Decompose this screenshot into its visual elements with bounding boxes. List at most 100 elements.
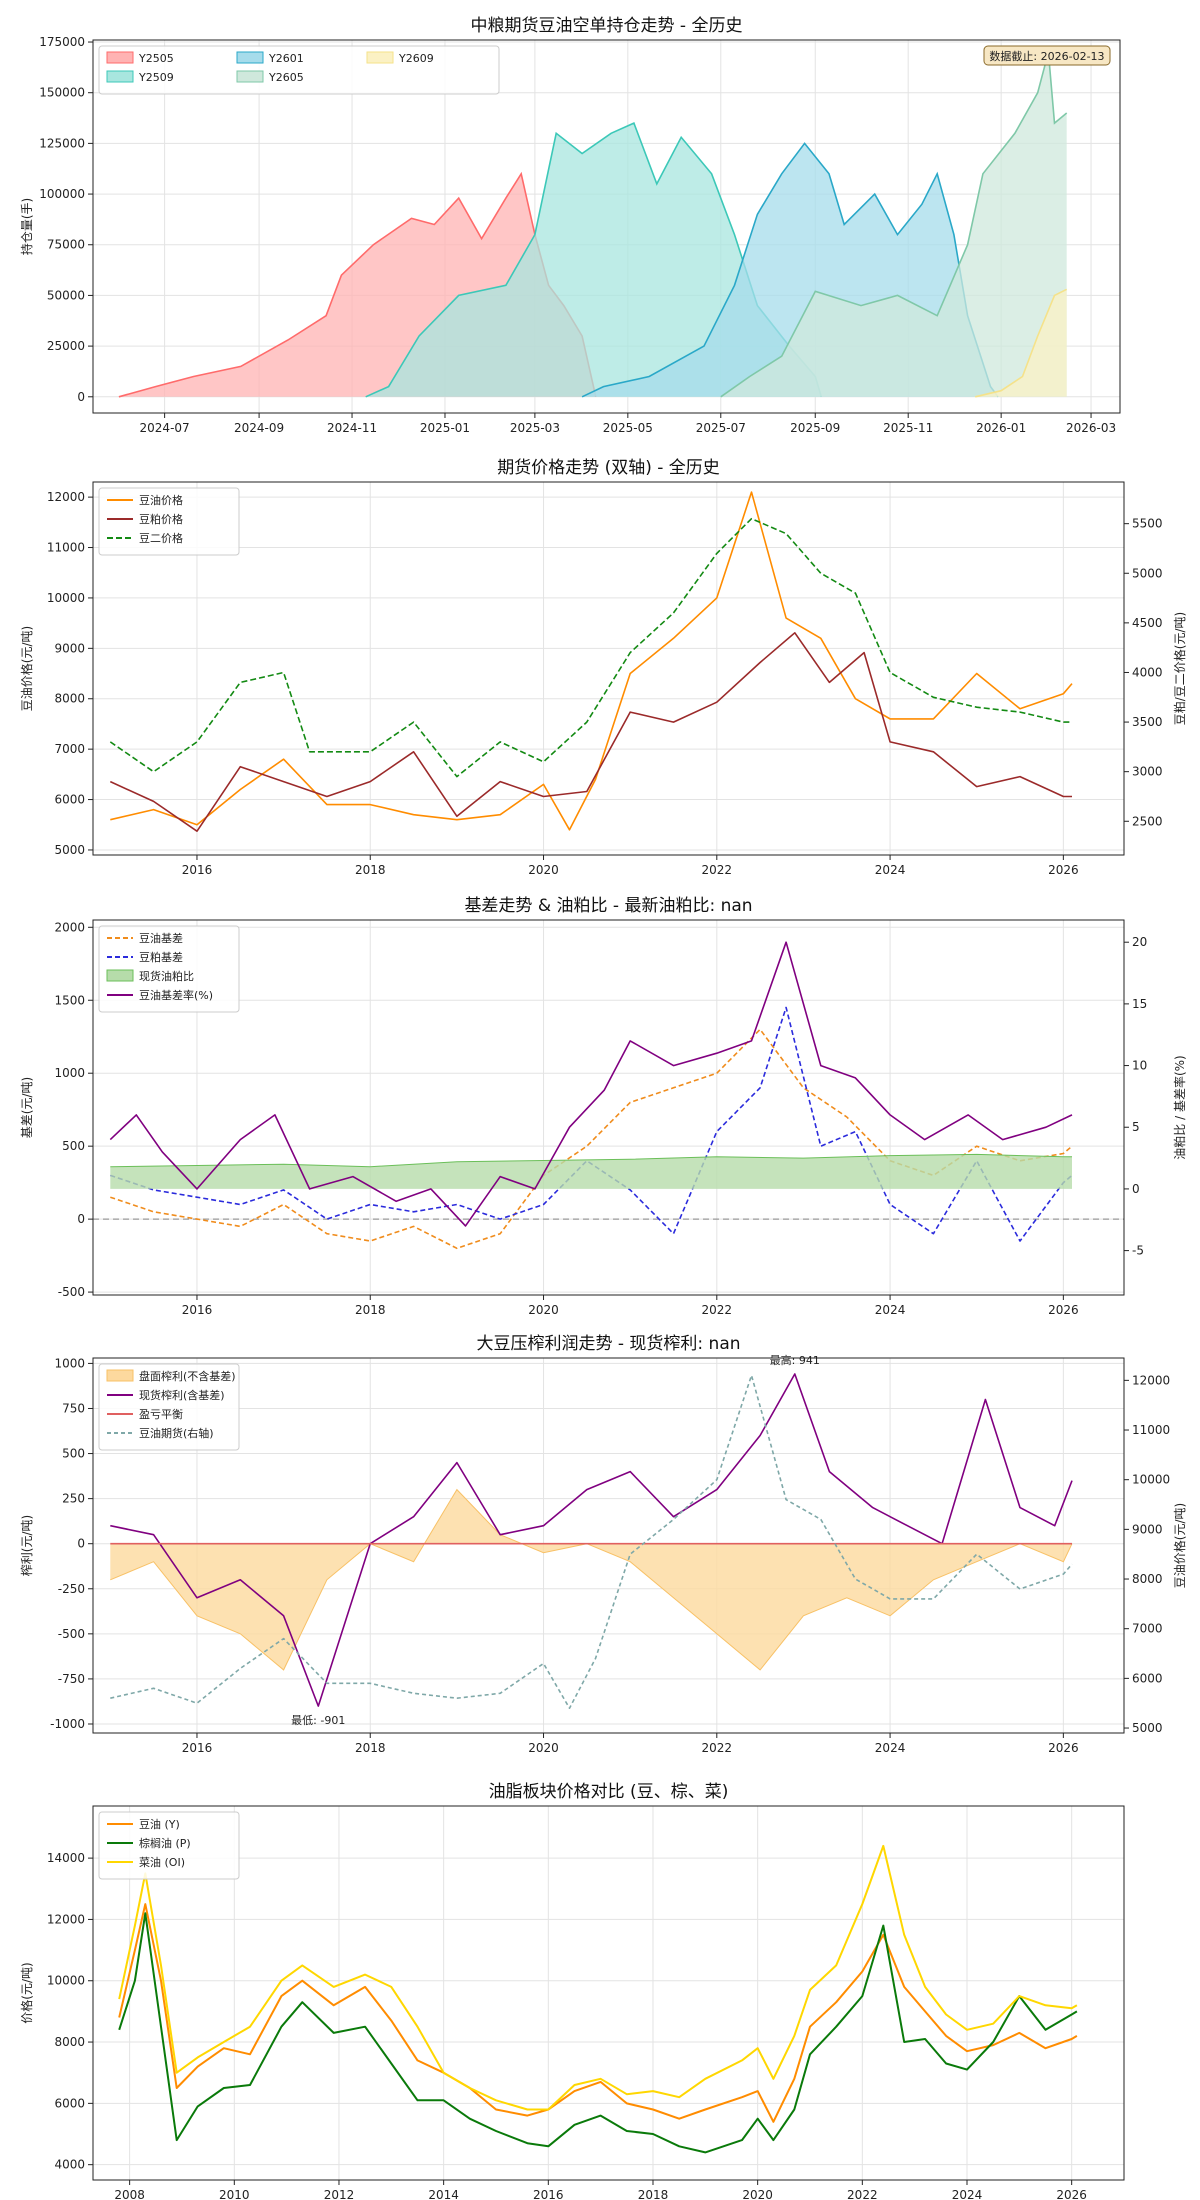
series-line-Y2609 bbox=[975, 288, 1068, 398]
x-tick-label: 2024-09 bbox=[234, 421, 284, 435]
y-tick-label: -250 bbox=[58, 1582, 85, 1596]
y-tick-label: 75000 bbox=[47, 238, 85, 252]
x-tick-label: 2026 bbox=[1048, 1303, 1079, 1317]
series-line-2 bbox=[109, 517, 1072, 778]
y-tick-label: -1000 bbox=[50, 1717, 85, 1731]
y-tick-label: 8000 bbox=[54, 692, 85, 706]
y-axis-label: 榨利(元/吨) bbox=[19, 1515, 34, 1576]
x-tick-label: 2022 bbox=[702, 1741, 733, 1755]
legend-entry: 豆油期货(右轴) bbox=[139, 1426, 214, 1440]
legend-box bbox=[98, 45, 500, 95]
y-tick-label: 8000 bbox=[54, 2035, 85, 2049]
x-tick-label: 2024 bbox=[875, 1303, 906, 1317]
chart-title: 基差走势 & 油粕比 - 最新油粕比: nan bbox=[464, 896, 752, 916]
x-tick-label: 2012 bbox=[324, 2188, 355, 2200]
x-tick-label: 2025-03 bbox=[510, 421, 560, 435]
y-tick-label-right: 8000 bbox=[1132, 1572, 1163, 1586]
legend-entry: 盈亏平衡 bbox=[139, 1408, 183, 1421]
x-tick-label: 2025-01 bbox=[420, 421, 470, 435]
y-tick-label: 50000 bbox=[47, 288, 85, 302]
legend-entry: Y2609 bbox=[398, 52, 434, 65]
legend-entry: 豆油 (Y) bbox=[139, 1817, 180, 1831]
y-tick-label-right: -5 bbox=[1132, 1244, 1144, 1258]
series-line-0 bbox=[110, 1488, 1073, 1671]
plot-frame bbox=[92, 1357, 1125, 1734]
y-tick-label: 10000 bbox=[47, 591, 85, 605]
y-tick-label-right: 6000 bbox=[1132, 1671, 1163, 1685]
y-axis-label: 持仓量(手) bbox=[19, 198, 34, 255]
y-tick-label: 250 bbox=[62, 1492, 85, 1506]
series-line-0 bbox=[110, 1028, 1073, 1250]
x-tick-label: 2010 bbox=[219, 2188, 250, 2200]
x-tick-label: 2020 bbox=[528, 863, 559, 877]
y-tick-label-right: 20 bbox=[1132, 935, 1147, 949]
series-line-2 bbox=[118, 1844, 1078, 2111]
y-axis-label: 豆油价格(元/吨) bbox=[19, 626, 34, 711]
x-tick-label: 2008 bbox=[114, 2188, 145, 2200]
y-tick-label-right: 0 bbox=[1132, 1182, 1140, 1196]
y-tick-label: 750 bbox=[62, 1401, 85, 1415]
legend-entry: 豆油基差 bbox=[139, 931, 183, 945]
y-tick-label-right: 4500 bbox=[1132, 616, 1163, 630]
series-line-1 bbox=[110, 1006, 1073, 1242]
y-tick-label-right: 10 bbox=[1132, 1059, 1147, 1073]
legend-swatch bbox=[106, 51, 134, 64]
y-tick-label: 2000 bbox=[54, 920, 85, 934]
y-tick-label: 1000 bbox=[54, 1066, 85, 1080]
series-line-Y2601 bbox=[581, 142, 999, 398]
series-area-2 bbox=[110, 1154, 1073, 1189]
chart-title: 期货价格走势 (双轴) - 全历史 bbox=[497, 458, 720, 478]
y-tick-label: 1000 bbox=[54, 1356, 85, 1370]
x-tick-label: 2016 bbox=[182, 863, 213, 877]
series-area-0 bbox=[110, 1489, 1073, 1670]
y-tick-label-right: 5 bbox=[1132, 1120, 1140, 1134]
y-tick-label: 5000 bbox=[54, 843, 85, 857]
series-line-1 bbox=[118, 1912, 1078, 2154]
y-tick-label: 0 bbox=[77, 1537, 85, 1551]
x-tick-label: 2014 bbox=[428, 2188, 459, 2200]
chart-1: 期货价格走势 (双轴) - 全历史 2016 2018 2020 2022 2024 202… bbox=[19, 458, 1187, 877]
legend-swatch bbox=[106, 70, 134, 83]
y-tick-label-right: 3500 bbox=[1132, 715, 1163, 729]
y-tick-label-right: 5000 bbox=[1132, 1721, 1163, 1735]
y-axis-label: 基差(元/吨) bbox=[20, 1077, 34, 1138]
y-tick-label: 0 bbox=[77, 1212, 85, 1226]
chart-open-interest: 中粮期货豆油空单持仓走势 - 全历史 2024-07 2024-09 2024-11 2… bbox=[19, 16, 1121, 435]
y-axis-label: 价格(元/吨) bbox=[19, 1962, 34, 2023]
y-axis-label: 豆油价格(元/吨) bbox=[1172, 1503, 1187, 1588]
y-tick-label: -750 bbox=[58, 1672, 85, 1686]
legend-swatch bbox=[366, 51, 394, 64]
min-annotation: 最低: -901 bbox=[291, 1714, 345, 1727]
x-tick-label: 2024 bbox=[875, 863, 906, 877]
legend-entry: 棕榈油 (P) bbox=[139, 1836, 191, 1850]
y-tick-label-right: 9000 bbox=[1132, 1522, 1163, 1536]
legend-swatch bbox=[236, 51, 264, 64]
y-tick-label: 12000 bbox=[47, 1912, 85, 1926]
y-tick-label-right: 2500 bbox=[1132, 814, 1163, 828]
legend-entry: 豆油基差率(%) bbox=[139, 988, 213, 1002]
x-tick-label: 2016 bbox=[182, 1741, 213, 1755]
y-tick-label: 175000 bbox=[39, 35, 85, 49]
legend-entry: 豆粕价格 bbox=[139, 512, 183, 526]
x-tick-label: 2022 bbox=[702, 863, 733, 877]
x-tick-label: 2016 bbox=[182, 1303, 213, 1317]
series-line-1 bbox=[110, 1373, 1073, 1707]
x-tick-label: 2025-11 bbox=[883, 421, 933, 435]
x-tick-label: 2025-07 bbox=[696, 421, 746, 435]
y-tick-label: 1500 bbox=[54, 993, 85, 1007]
legend-entry: 豆油价格 bbox=[139, 493, 183, 507]
legend-entry: 盘面榨利(不含基差) bbox=[139, 1369, 236, 1383]
y-axis-label: 油粕比 / 基差率(%) bbox=[1172, 1055, 1187, 1159]
legend-swatch bbox=[106, 1369, 134, 1382]
y-tick-label: 25000 bbox=[47, 339, 85, 353]
legend-entry: Y2509 bbox=[138, 71, 174, 84]
y-tick-label-right: 15 bbox=[1132, 997, 1147, 1011]
x-tick-label: 2025-09 bbox=[790, 421, 840, 435]
series-line-2 bbox=[110, 1153, 1072, 1168]
x-tick-label: 2020 bbox=[742, 2188, 773, 2200]
x-tick-label: 2022 bbox=[847, 2188, 878, 2200]
